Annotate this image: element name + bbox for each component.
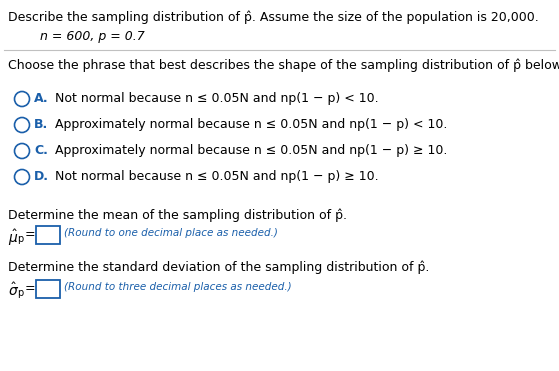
Text: =: = (25, 228, 36, 241)
Text: p: p (17, 288, 23, 298)
Text: Determine the standard deviation of the sampling distribution of p̂.: Determine the standard deviation of the … (8, 261, 429, 275)
Text: $\hat{\mu}$: $\hat{\mu}$ (8, 228, 18, 248)
Text: Approximately normal because n ≤ 0.05N and np(1 − p) < 10.: Approximately normal because n ≤ 0.05N a… (55, 118, 447, 131)
Text: $\hat{\sigma}$: $\hat{\sigma}$ (8, 282, 19, 299)
Text: =: = (25, 282, 36, 295)
FancyBboxPatch shape (36, 280, 60, 298)
FancyBboxPatch shape (36, 226, 60, 244)
Text: (Round to three decimal places as needed.): (Round to three decimal places as needed… (64, 282, 292, 292)
Text: B.: B. (34, 118, 48, 131)
Text: Describe the sampling distribution of p̂. Assume the size of the population is 2: Describe the sampling distribution of p̂… (8, 10, 539, 23)
Text: A.: A. (34, 92, 49, 105)
Text: Choose the phrase that best describes the shape of the sampling distribution of : Choose the phrase that best describes th… (8, 58, 559, 72)
Text: Not normal because n ≤ 0.05N and np(1 − p) ≥ 10.: Not normal because n ≤ 0.05N and np(1 − … (55, 170, 378, 183)
Text: Not normal because n ≤ 0.05N and np(1 − p) < 10.: Not normal because n ≤ 0.05N and np(1 − … (55, 92, 378, 105)
Text: D.: D. (34, 170, 49, 183)
Text: C.: C. (34, 144, 48, 157)
Text: n = 600, p = 0.7: n = 600, p = 0.7 (40, 30, 145, 43)
Text: p: p (17, 234, 23, 244)
Text: Determine the mean of the sampling distribution of p̂.: Determine the mean of the sampling distr… (8, 208, 347, 221)
Text: Approximately normal because n ≤ 0.05N and np(1 − p) ≥ 10.: Approximately normal because n ≤ 0.05N a… (55, 144, 447, 157)
Text: (Round to one decimal place as needed.): (Round to one decimal place as needed.) (64, 228, 278, 238)
